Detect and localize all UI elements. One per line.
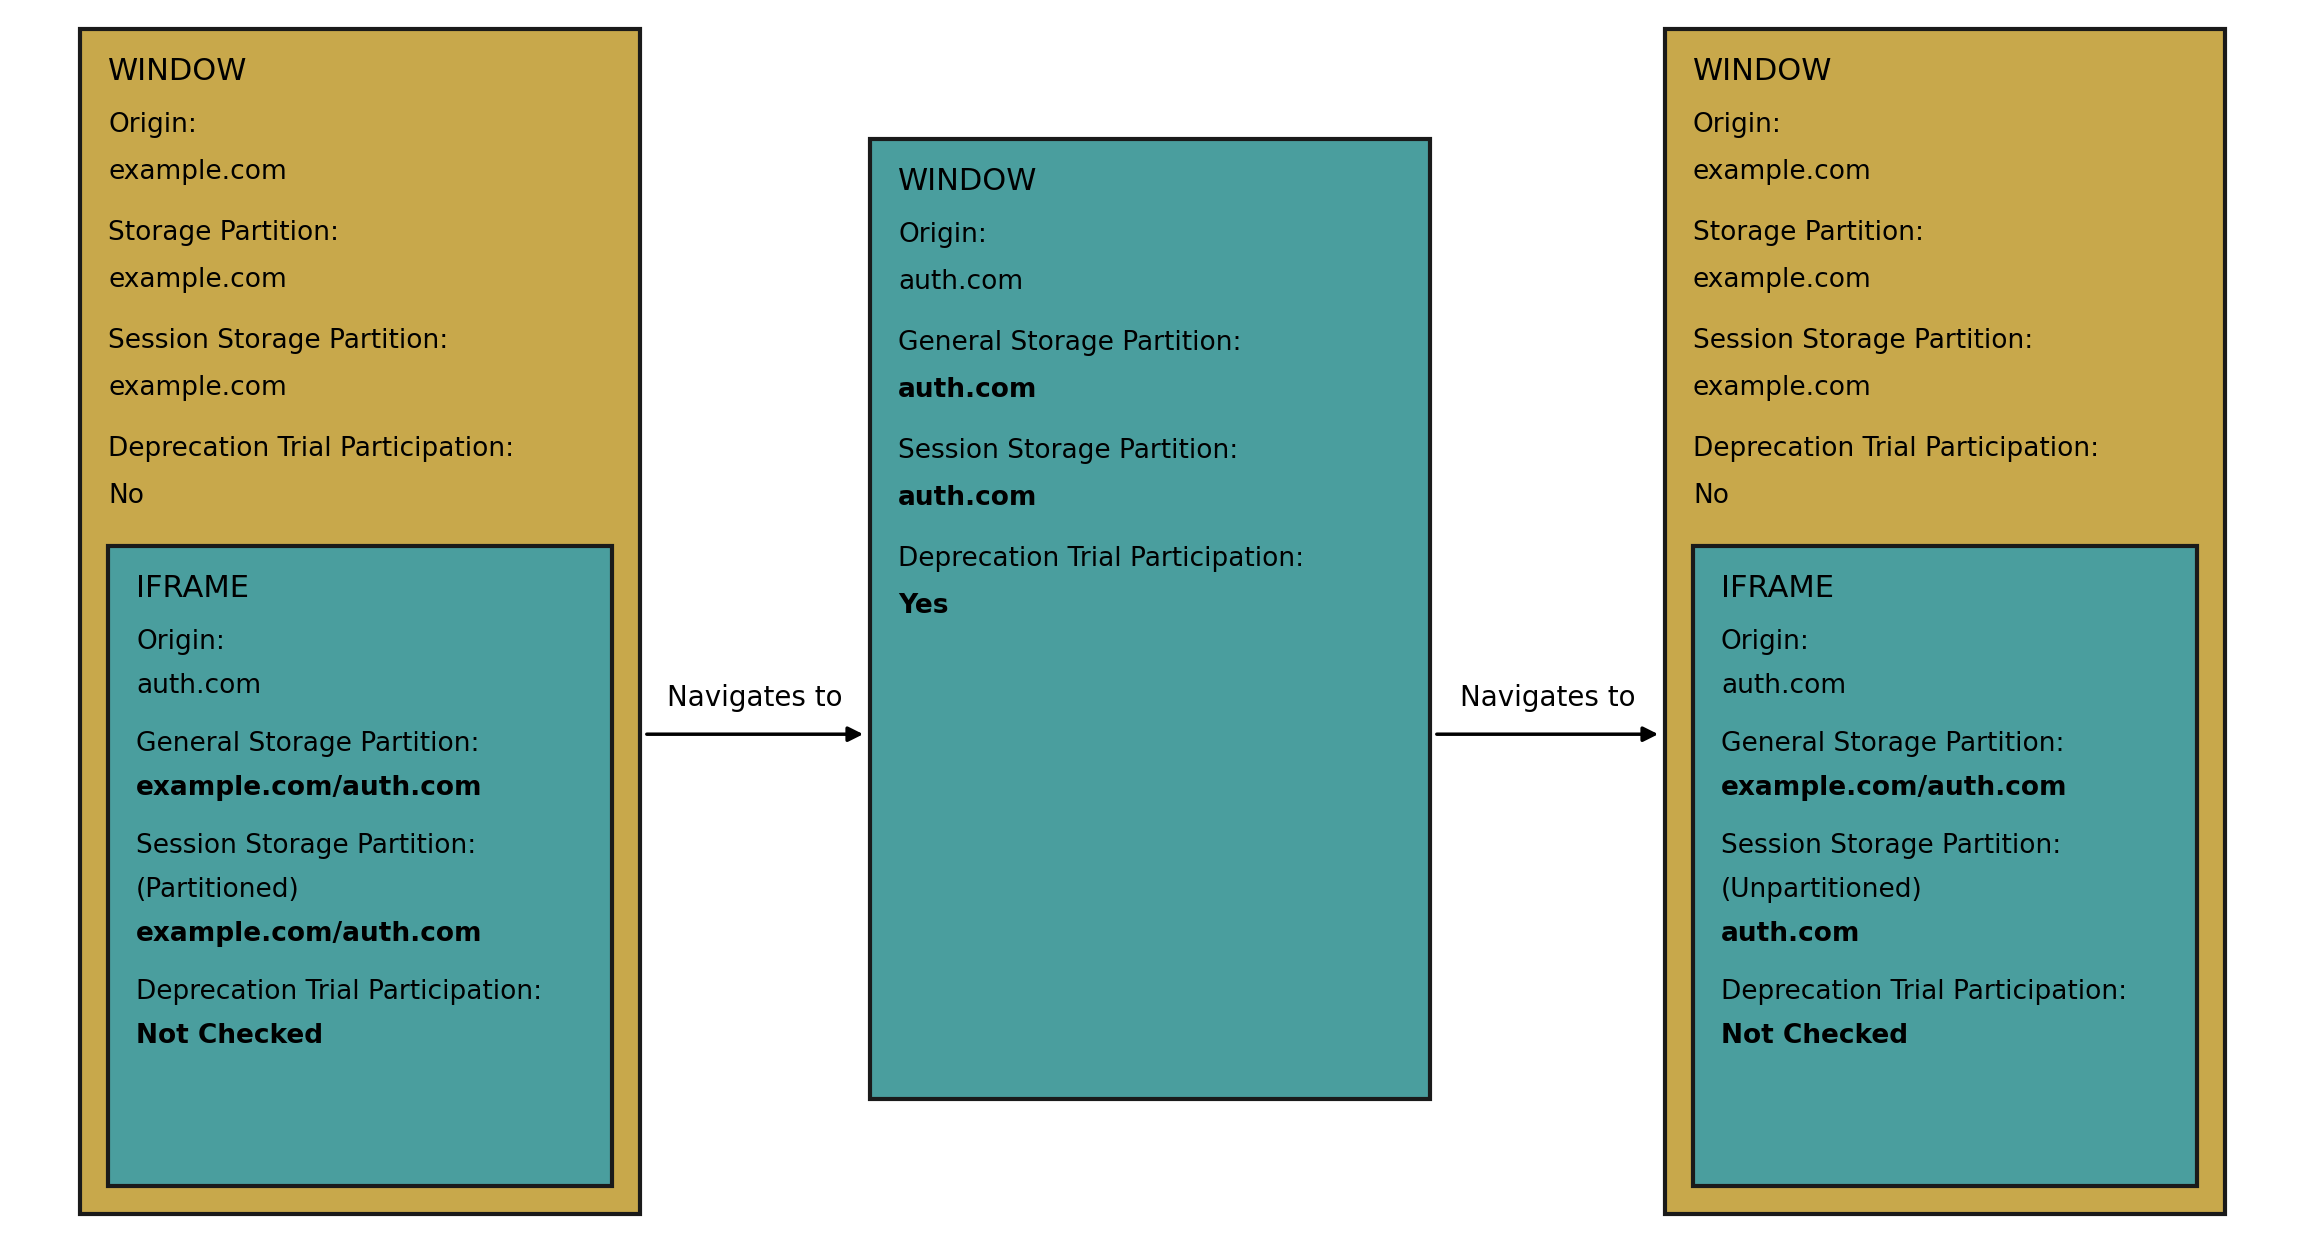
Text: Deprecation Trial Participation:: Deprecation Trial Participation: — [136, 979, 542, 1005]
FancyBboxPatch shape — [1665, 29, 2225, 1214]
Text: Navigates to: Navigates to — [1460, 684, 1635, 713]
Text: Session Storage Partition:: Session Storage Partition: — [1720, 833, 2062, 860]
Text: example.com: example.com — [108, 267, 286, 294]
Text: Storage Partition:: Storage Partition: — [1693, 220, 1923, 246]
Text: Deprecation Trial Participation:: Deprecation Trial Participation: — [1720, 979, 2126, 1005]
Text: Deprecation Trial Participation:: Deprecation Trial Participation: — [897, 546, 1305, 572]
Text: auth.com: auth.com — [136, 673, 261, 699]
Text: Session Storage Partition:: Session Storage Partition: — [1693, 328, 2034, 355]
Text: No: No — [108, 483, 143, 509]
Text: Storage Partition:: Storage Partition: — [108, 220, 339, 246]
Text: Origin:: Origin: — [1720, 629, 1810, 656]
Text: auth.com: auth.com — [1720, 673, 1847, 699]
Text: Session Storage Partition:: Session Storage Partition: — [136, 833, 477, 860]
Text: example.com: example.com — [1693, 267, 1872, 294]
Text: Origin:: Origin: — [1693, 112, 1783, 138]
Text: example.com: example.com — [1693, 374, 1872, 401]
Text: IFRAME: IFRAME — [1720, 573, 1833, 603]
Text: Deprecation Trial Participation:: Deprecation Trial Participation: — [1693, 435, 2098, 462]
Text: WINDOW: WINDOW — [108, 57, 247, 86]
Text: Yes: Yes — [897, 593, 948, 620]
FancyBboxPatch shape — [869, 139, 1430, 1098]
Text: auth.com: auth.com — [897, 377, 1038, 403]
Text: No: No — [1693, 483, 1730, 509]
Text: auth.com: auth.com — [897, 269, 1024, 295]
FancyBboxPatch shape — [108, 546, 611, 1186]
Text: Origin:: Origin: — [108, 112, 196, 138]
FancyBboxPatch shape — [81, 29, 641, 1214]
Text: Session Storage Partition:: Session Storage Partition: — [108, 328, 447, 355]
Text: (Unpartitioned): (Unpartitioned) — [1720, 877, 1923, 903]
Text: example.com/auth.com: example.com/auth.com — [136, 775, 482, 801]
Text: (Partitioned): (Partitioned) — [136, 877, 300, 903]
Text: General Storage Partition:: General Storage Partition: — [136, 731, 480, 758]
Text: example.com/auth.com: example.com/auth.com — [136, 921, 482, 947]
Text: Not Checked: Not Checked — [136, 1023, 323, 1049]
Text: Not Checked: Not Checked — [1720, 1023, 1907, 1049]
FancyBboxPatch shape — [1693, 546, 2198, 1186]
Text: General Storage Partition:: General Storage Partition: — [1720, 731, 2064, 758]
Text: auth.com: auth.com — [1720, 921, 1861, 947]
Text: Session Storage Partition:: Session Storage Partition: — [897, 438, 1238, 464]
Text: example.com: example.com — [108, 159, 286, 185]
Text: auth.com: auth.com — [897, 485, 1038, 511]
Text: WINDOW: WINDOW — [897, 167, 1038, 197]
Text: example.com: example.com — [1693, 159, 1872, 185]
Text: General Storage Partition:: General Storage Partition: — [897, 330, 1241, 356]
Text: example.com: example.com — [108, 374, 286, 401]
Text: IFRAME: IFRAME — [136, 573, 249, 603]
Text: example.com/auth.com: example.com/auth.com — [1720, 775, 2068, 801]
Text: Deprecation Trial Participation:: Deprecation Trial Participation: — [108, 435, 514, 462]
Text: Navigates to: Navigates to — [666, 684, 842, 713]
Text: Origin:: Origin: — [136, 629, 226, 656]
Text: WINDOW: WINDOW — [1693, 57, 1833, 86]
Text: Origin:: Origin: — [897, 221, 987, 248]
